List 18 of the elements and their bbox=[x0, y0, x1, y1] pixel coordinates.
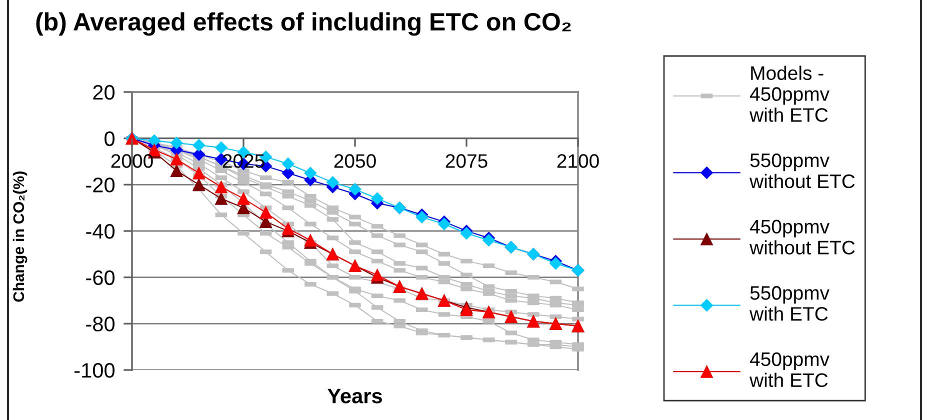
legend-label: 450ppmv without ETC bbox=[750, 220, 855, 254]
y-tick-label: 20 bbox=[93, 85, 115, 100]
x-axis-title: Years bbox=[328, 388, 382, 404]
y-tick-label: 0 bbox=[104, 131, 115, 146]
legend-label: 550ppmv with ETC bbox=[750, 286, 830, 321]
x-tick-label: 2100 bbox=[557, 154, 599, 168]
y-tick-label: -20 bbox=[86, 178, 115, 192]
chart-title: (b) Averaged effects of including ETC on CO₂ bbox=[36, 12, 571, 36]
legend-label: 550ppmv without ETC bbox=[750, 153, 855, 188]
y-axis-title: Change in CO₂(%) bbox=[12, 172, 28, 302]
y-tick-label: -100 bbox=[74, 363, 115, 378]
x-tick-label: 2050 bbox=[334, 154, 376, 168]
y-tick-label: -40 bbox=[86, 224, 115, 239]
legend-label: 450ppmv with ETC bbox=[750, 352, 830, 388]
legend-label: Models - 450ppmv with ETC bbox=[750, 66, 830, 122]
y-tick-label: -80 bbox=[86, 316, 115, 332]
y-tick-label: -60 bbox=[86, 270, 115, 286]
x-tick-label: 2075 bbox=[446, 154, 488, 168]
